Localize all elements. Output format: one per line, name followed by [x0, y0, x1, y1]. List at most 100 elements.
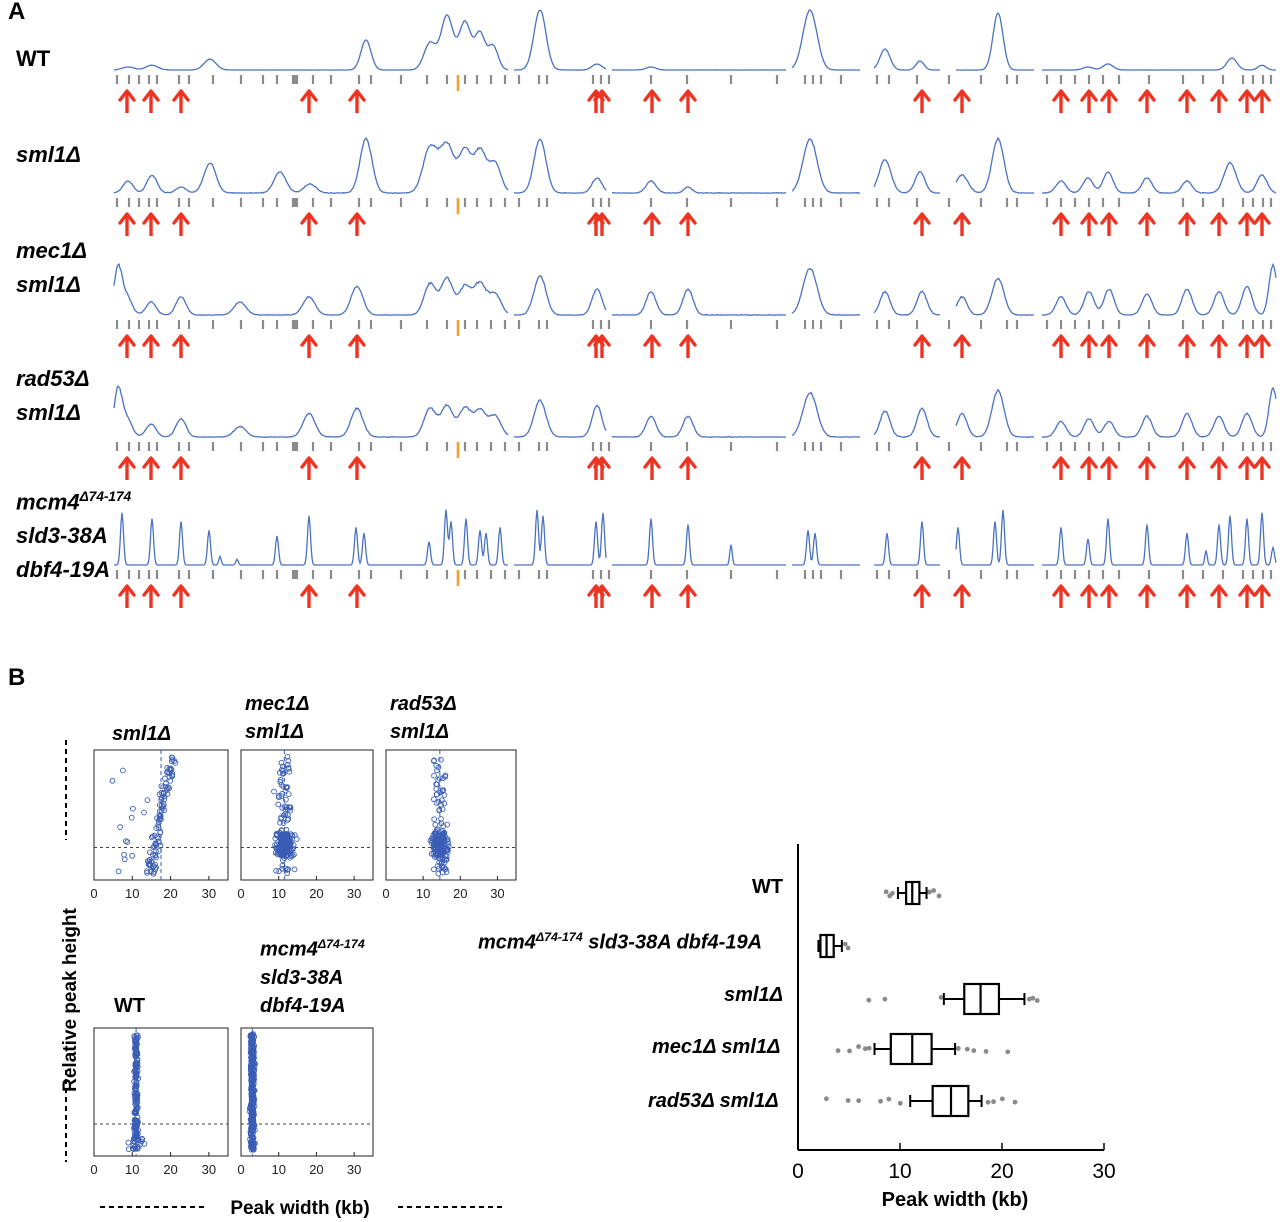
- box-outlier: [878, 1098, 883, 1104]
- box-outlier: [856, 1098, 862, 1104]
- arrow-row-0-10: [953, 89, 971, 113]
- strain-label-sml1: sml1Δ: [16, 142, 81, 167]
- scatter-point: [439, 851, 446, 858]
- arrow-head: [172, 89, 190, 102]
- box-outlier: [991, 1099, 996, 1105]
- scatter-plot-sml1: 0 10 20 30: [90, 749, 229, 901]
- scatter-point: [278, 793, 285, 799]
- scatter-plot-mcm4: 0 10 20 30: [237, 1027, 374, 1177]
- scatter-point: [430, 758, 437, 764]
- arrow-row-4-3: [300, 584, 318, 608]
- arrow-head: [172, 584, 190, 597]
- profile-trace-row-2-segment-0: [113, 263, 509, 317]
- arrow-row-2-15: [1178, 334, 1196, 358]
- scatter-point: [132, 1083, 138, 1090]
- scatter-title-mec1-sml1: mec1Δ sml1Δ: [245, 693, 310, 743]
- arrow-row-4-12: [1080, 584, 1098, 608]
- box-outlier: [1005, 1049, 1011, 1055]
- arrow-row-4-2: [172, 584, 190, 608]
- arrow-head: [172, 456, 190, 469]
- scatter-point: [436, 807, 443, 814]
- scatter-x-tick-label: 10: [271, 1162, 285, 1177]
- scatter-point: [249, 1041, 256, 1048]
- arrow-head: [1178, 89, 1196, 102]
- scatter-point: [248, 1119, 255, 1125]
- scatter-point: [131, 1126, 138, 1133]
- arrow-head: [1080, 212, 1098, 225]
- arrow-head: [1100, 334, 1118, 347]
- scatter-point: [431, 816, 438, 823]
- profile-trace-row-3-segment-3: [791, 391, 861, 439]
- scatter-x-tick-label: 30: [347, 886, 361, 901]
- arrow-row-1-6: [593, 212, 611, 236]
- scatter-point: [283, 853, 290, 859]
- box-outlier: [936, 893, 942, 899]
- scatter-point: [156, 848, 162, 854]
- scatter-point: [145, 858, 151, 864]
- arrow-row-1-2: [172, 212, 190, 236]
- arrow-head: [1210, 584, 1228, 597]
- arrow-row-3-8: [679, 456, 697, 480]
- arrow-row-1-8: [679, 212, 697, 236]
- arrow-head: [1238, 212, 1256, 225]
- arrow-row-2-11: [1052, 334, 1070, 358]
- scatter-point: [248, 1092, 255, 1099]
- arrow-row-1-9: [913, 212, 931, 236]
- arrow-head: [118, 334, 136, 347]
- scatter-point: [156, 791, 163, 798]
- profile-trace-row-1-segment-0: [113, 137, 509, 194]
- arrow-row-3-12: [1080, 456, 1098, 480]
- arrow-head: [1238, 456, 1256, 469]
- arrow-head: [913, 456, 931, 469]
- arrow-row-3-15: [1178, 456, 1196, 480]
- profile-trace-row-0-segment-5: [955, 12, 1035, 71]
- scatter-x-tick-label: 30: [202, 1162, 216, 1177]
- arrow-row-1-11: [1052, 212, 1070, 236]
- scatter-point: [434, 836, 441, 843]
- scatter-point: [157, 813, 163, 820]
- scatter-point: [431, 866, 437, 873]
- arrow-row-3-6: [593, 456, 611, 480]
- scatter-point: [433, 762, 440, 769]
- arrow-head: [1138, 584, 1156, 597]
- arrow-row-3-11: [1052, 456, 1070, 480]
- profile-trace-row-2-segment-6: [1041, 262, 1277, 316]
- scatter-point: [249, 1085, 255, 1092]
- scatter-point: [169, 773, 176, 780]
- scatter-point: [153, 825, 160, 831]
- scatter-point: [285, 758, 292, 764]
- arrow-row-0-11: [1052, 89, 1070, 113]
- box-outlier: [1012, 1099, 1018, 1105]
- scatter-point: [152, 852, 159, 858]
- scatter-point: [153, 848, 159, 855]
- arrow-row-4-18: [1253, 584, 1271, 608]
- arrow-row-4-17: [1238, 584, 1256, 608]
- scatter-point: [155, 835, 162, 842]
- arrow-row-1-13: [1100, 212, 1118, 236]
- box-outlier: [897, 1100, 903, 1106]
- box-outlier: [845, 945, 851, 951]
- scatter-point: [284, 812, 291, 818]
- scatter-point: [287, 804, 294, 811]
- scatter-x-tick-label: 0: [90, 886, 97, 901]
- scatter-point: [249, 1057, 256, 1063]
- scatter-point: [155, 824, 162, 831]
- arrow-head: [1138, 212, 1156, 225]
- arrow-row-1-14: [1138, 212, 1156, 236]
- scatter-point: [134, 1063, 141, 1070]
- scatter-point: [277, 819, 283, 826]
- scatter-point: [157, 842, 164, 849]
- arrow-row-1-17: [1238, 212, 1256, 236]
- arrow-head: [142, 456, 160, 469]
- arrow-row-1-1: [142, 212, 160, 236]
- profile-trace-row-0-segment-0: [114, 14, 509, 71]
- strain-label-mcm4-sld3-dbf4: mcm4Δ74-174 sld3-38A dbf4-19A: [16, 489, 132, 583]
- scatter-point: [135, 1145, 141, 1151]
- scatter-x-tick-label: 10: [416, 886, 430, 901]
- arrow-head: [1052, 212, 1070, 225]
- scatter-point: [284, 753, 291, 760]
- scatter-point: [144, 868, 150, 874]
- arrow-head: [593, 456, 611, 469]
- box-outlier: [823, 1096, 829, 1102]
- arrow-row-2-7: [643, 334, 661, 358]
